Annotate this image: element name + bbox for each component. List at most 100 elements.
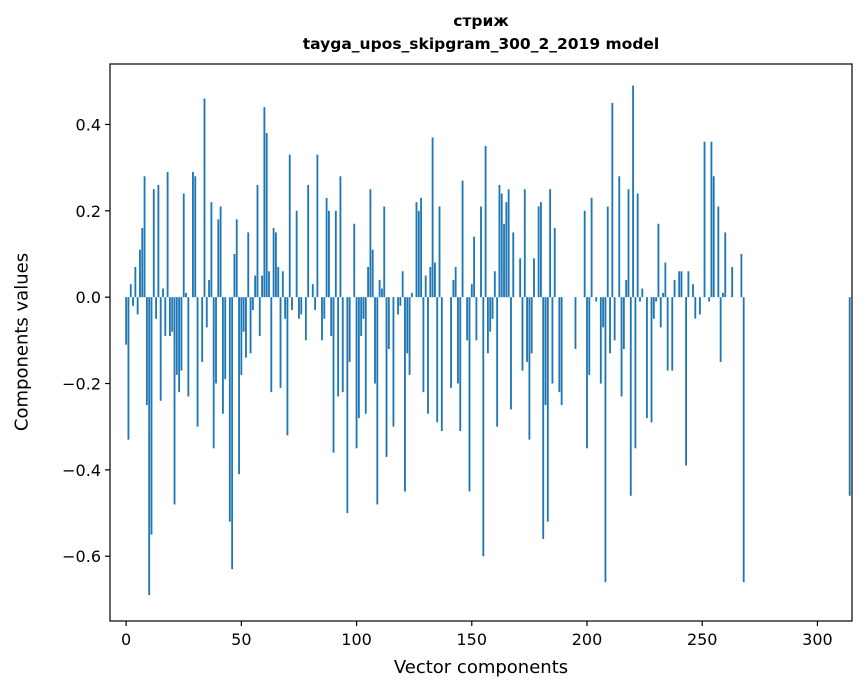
bar-185 xyxy=(551,297,554,384)
bar-235 xyxy=(666,297,669,371)
bar-66 xyxy=(277,266,280,298)
bar-176 xyxy=(530,297,533,354)
bar-209 xyxy=(606,206,609,298)
bar-222 xyxy=(636,193,639,298)
plot-frame xyxy=(109,63,853,622)
bar-254 xyxy=(710,141,713,298)
bars-group xyxy=(125,85,851,596)
bar-64 xyxy=(272,228,275,298)
bar-70 xyxy=(286,297,289,436)
bar-13 xyxy=(155,297,158,319)
bar-164 xyxy=(503,223,505,298)
bar-183 xyxy=(546,297,549,522)
bar-56 xyxy=(254,275,257,298)
bar-168 xyxy=(512,232,515,298)
bar-247 xyxy=(694,297,697,319)
bar-219 xyxy=(629,297,632,496)
y-tick-label-3: 0.0 xyxy=(76,288,101,307)
bar-61 xyxy=(265,133,268,298)
bar-161 xyxy=(496,297,499,427)
bar-17 xyxy=(164,297,167,337)
bar-163 xyxy=(500,193,503,298)
bar-19 xyxy=(168,297,171,337)
bar-149 xyxy=(468,297,471,492)
bar-35 xyxy=(205,297,208,328)
bar-33 xyxy=(201,297,204,362)
bar-131 xyxy=(427,297,429,414)
bar-150 xyxy=(470,284,473,298)
bar-172 xyxy=(521,297,524,371)
bar-158 xyxy=(489,297,492,332)
bar-167 xyxy=(510,297,512,410)
bar-166 xyxy=(507,189,510,298)
bar-132 xyxy=(429,266,432,298)
bar-97 xyxy=(348,297,351,362)
bar-101 xyxy=(357,297,360,419)
bar-240 xyxy=(678,271,681,298)
bar-128 xyxy=(420,197,423,298)
bar-12 xyxy=(152,189,155,298)
bar-22 xyxy=(175,297,178,375)
bar-7 xyxy=(141,228,144,298)
bar-119 xyxy=(399,297,402,306)
bar-210 xyxy=(609,297,611,354)
bar-202 xyxy=(590,197,593,298)
bar-142 xyxy=(452,279,455,298)
bar-88 xyxy=(327,210,330,298)
bar-52 xyxy=(245,297,247,358)
bar-258 xyxy=(719,297,722,362)
bar-177 xyxy=(533,258,535,298)
bar-232 xyxy=(659,297,662,328)
bar-211 xyxy=(611,102,614,298)
bar-157 xyxy=(486,297,489,354)
bar-121 xyxy=(404,297,406,492)
bar-102 xyxy=(360,297,363,337)
bar-217 xyxy=(625,279,628,298)
bar-195 xyxy=(574,297,577,349)
bar-314 xyxy=(848,297,851,496)
bar-143 xyxy=(454,266,457,298)
chart-title: стриж xyxy=(453,12,509,30)
bar-42 xyxy=(221,297,224,414)
bar-105 xyxy=(367,266,370,298)
bar-136 xyxy=(438,206,441,298)
x-tick-label-0: 0 xyxy=(121,630,131,649)
bar-253 xyxy=(708,297,711,302)
bar-51 xyxy=(242,297,245,332)
bar-233 xyxy=(662,292,664,298)
bar-6 xyxy=(139,249,141,298)
x-axis-label: Vector components xyxy=(393,657,569,678)
bar-11 xyxy=(150,297,153,535)
bar-2 xyxy=(129,284,132,298)
bar-165 xyxy=(505,202,508,298)
bar-123 xyxy=(408,297,411,375)
bar-79 xyxy=(307,184,310,298)
bar-9 xyxy=(145,297,148,406)
bar-148 xyxy=(466,297,469,341)
bar-224 xyxy=(641,288,644,298)
bar-96 xyxy=(346,297,349,514)
bar-214 xyxy=(618,176,621,298)
bar-122 xyxy=(406,297,409,354)
bar-144 xyxy=(457,297,459,384)
bar-221 xyxy=(634,297,637,449)
bar-260 xyxy=(724,232,727,298)
bar-263 xyxy=(731,266,734,298)
bar-59 xyxy=(261,275,264,298)
bar-124 xyxy=(410,292,413,298)
bar-87 xyxy=(325,197,328,298)
bar-16 xyxy=(162,288,164,298)
bar-180 xyxy=(539,202,542,298)
bar-243 xyxy=(685,297,688,466)
x-tick-label-50: 50 xyxy=(231,630,251,649)
x-tick-label-250: 250 xyxy=(687,630,718,649)
bar-21 xyxy=(173,297,176,505)
bar-181 xyxy=(542,297,545,539)
bar-8 xyxy=(143,176,146,298)
bar-82 xyxy=(314,297,317,311)
bar-29 xyxy=(192,171,194,298)
bar-218 xyxy=(627,189,630,298)
bar-238 xyxy=(673,279,676,298)
bar-215 xyxy=(620,297,623,397)
bar-212 xyxy=(613,297,616,341)
